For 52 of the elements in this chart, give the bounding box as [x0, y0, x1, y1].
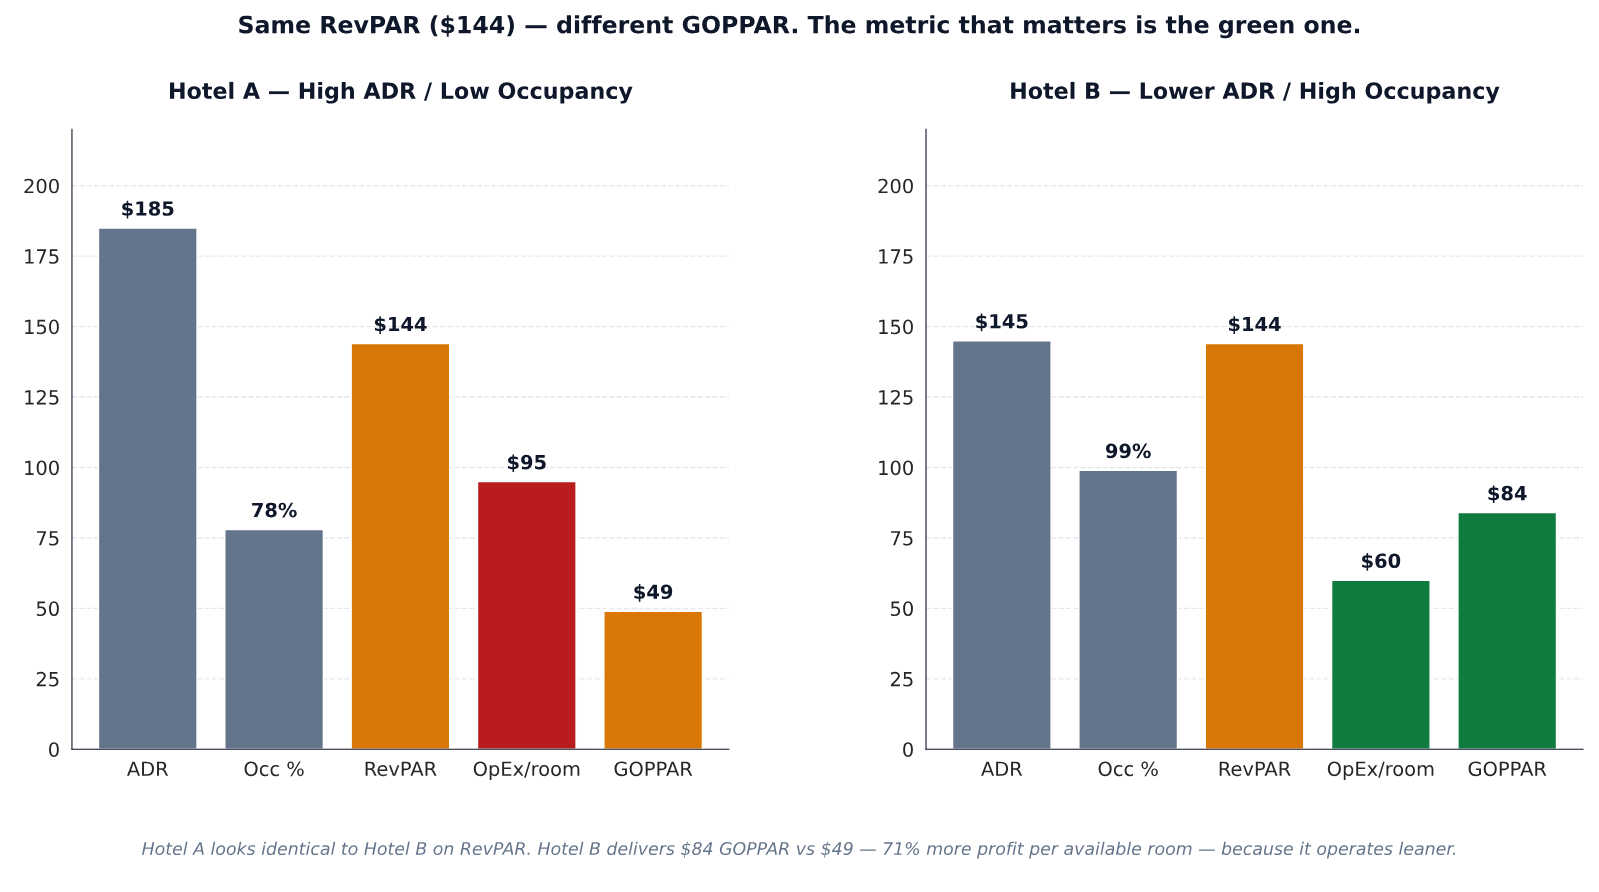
- data-label: $145: [976, 313, 1028, 332]
- x-tick-label: RevPAR: [365, 761, 437, 777]
- data-label: $60: [1362, 553, 1401, 571]
- y-tick-label: 100: [25, 460, 59, 476]
- data-label: $49: [634, 584, 673, 602]
- y-tick-label: 150: [25, 319, 59, 335]
- x-tick-label: Occ %: [244, 761, 304, 777]
- chart-title: Hotel A — High ADR / Low Occupancy: [170, 81, 633, 104]
- data-label: 78%: [252, 502, 297, 518]
- bar: [603, 610, 704, 750]
- y-tick-label: 150: [879, 319, 913, 335]
- text: Hotel A looks identical to Hotel B on RevPAR. Hotel B delivers $84 GOPPAR vs $49 — 71% more profit per available room — because it operates leaner.: [142, 841, 1456, 859]
- x-tick-label: GOPPAR: [614, 761, 693, 777]
- y-tick-label: 50: [890, 601, 913, 617]
- bar: [1204, 342, 1305, 750]
- y-tick-label: 75: [37, 531, 59, 546]
- x-tick-label: OpEx/room: [473, 761, 580, 780]
- x-tick-label: ADR: [127, 761, 169, 776]
- data-label: 99%: [1105, 443, 1151, 459]
- data-label: $144: [1228, 316, 1281, 334]
- bar: [1457, 511, 1558, 750]
- bar: [1078, 469, 1179, 750]
- y-tick-label: 125: [879, 390, 913, 405]
- x-tick-label: GOPPAR: [1468, 761, 1547, 777]
- bar: [1330, 579, 1431, 750]
- y-tick-label: 25: [36, 671, 59, 687]
- y-tick-label: 100: [879, 460, 913, 476]
- data-label: $84: [1488, 485, 1527, 504]
- x-tick-label: OpEx/room: [1327, 761, 1434, 780]
- bar: [476, 480, 577, 750]
- x-tick-label: RevPAR: [1219, 761, 1291, 777]
- text: Same RevPAR ($144) — different GOPPAR. The metric that matters is the green one.: [239, 15, 1360, 39]
- y-tick-label: 200: [24, 178, 59, 194]
- x-tick-label: Occ %: [1098, 761, 1158, 777]
- bar: [224, 528, 325, 750]
- y-tick-label: 200: [878, 178, 913, 194]
- bar: [97, 227, 198, 750]
- y-tick-label: 175: [879, 249, 913, 264]
- y-tick-label: 50: [36, 601, 59, 617]
- data-label: $185: [122, 200, 174, 219]
- y-tick-label: 125: [25, 390, 59, 405]
- y-tick-label: 175: [25, 249, 59, 264]
- y-tick-label: 0: [49, 742, 59, 757]
- bar: [350, 342, 451, 750]
- y-tick-label: 75: [891, 531, 913, 546]
- x-tick-label: ADR: [981, 761, 1023, 776]
- data-label: $144: [374, 316, 427, 334]
- y-tick-label: 25: [890, 671, 913, 687]
- bar: [951, 339, 1052, 750]
- y-tick-label: 0: [903, 742, 913, 757]
- chart-title: Hotel B — Lower ADR / High Occupancy: [1011, 81, 1500, 104]
- data-label: $95: [508, 454, 546, 473]
